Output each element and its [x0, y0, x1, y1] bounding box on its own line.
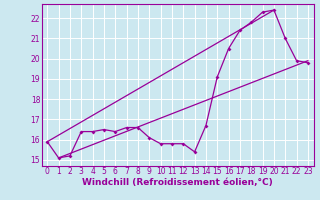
X-axis label: Windchill (Refroidissement éolien,°C): Windchill (Refroidissement éolien,°C) — [82, 178, 273, 187]
